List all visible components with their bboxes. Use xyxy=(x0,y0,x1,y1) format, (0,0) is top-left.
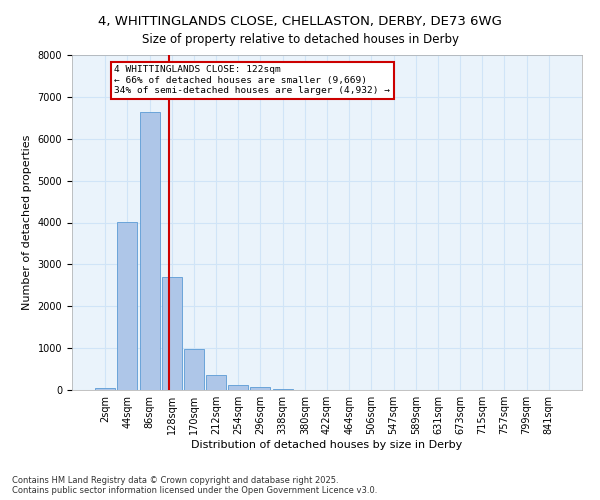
Text: Size of property relative to detached houses in Derby: Size of property relative to detached ho… xyxy=(142,32,458,46)
Bar xyxy=(206,376,226,390)
Bar xyxy=(272,388,293,390)
X-axis label: Distribution of detached houses by size in Derby: Distribution of detached houses by size … xyxy=(191,440,463,450)
Bar xyxy=(140,112,160,390)
Bar xyxy=(162,277,182,390)
Text: 4 WHITTINGLANDS CLOSE: 122sqm
← 66% of detached houses are smaller (9,669)
34% o: 4 WHITTINGLANDS CLOSE: 122sqm ← 66% of d… xyxy=(114,66,390,96)
Bar xyxy=(118,222,137,390)
Y-axis label: Number of detached properties: Number of detached properties xyxy=(22,135,32,310)
Bar xyxy=(250,386,271,390)
Text: 4, WHITTINGLANDS CLOSE, CHELLASTON, DERBY, DE73 6WG: 4, WHITTINGLANDS CLOSE, CHELLASTON, DERB… xyxy=(98,15,502,28)
Bar xyxy=(184,349,204,390)
Text: Contains HM Land Registry data © Crown copyright and database right 2025.
Contai: Contains HM Land Registry data © Crown c… xyxy=(12,476,377,495)
Bar xyxy=(228,385,248,390)
Bar xyxy=(95,388,115,390)
